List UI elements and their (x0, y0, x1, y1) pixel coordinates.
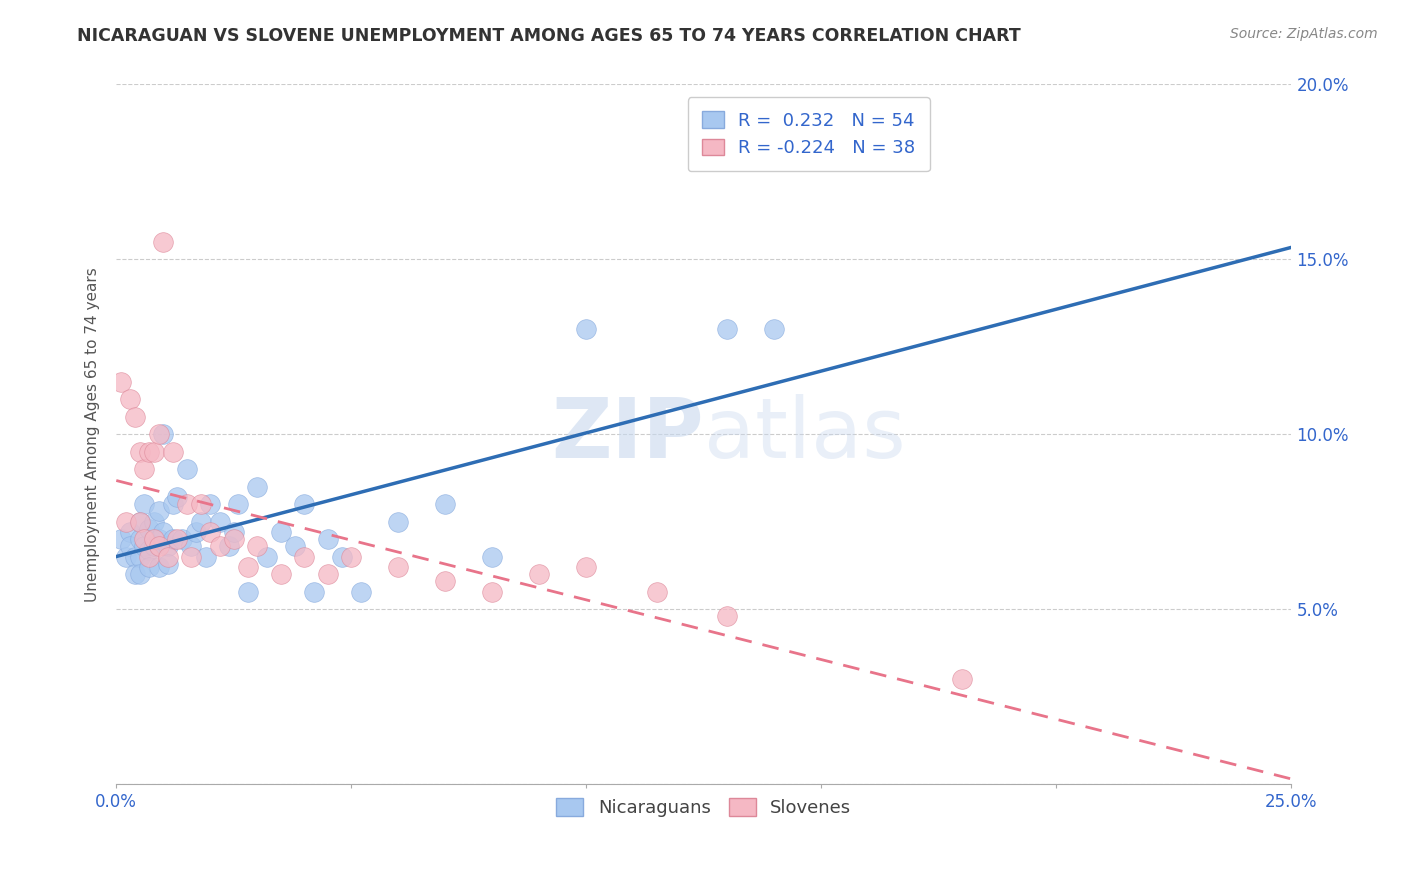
Y-axis label: Unemployment Among Ages 65 to 74 years: Unemployment Among Ages 65 to 74 years (86, 267, 100, 602)
Point (270, 567, 292, 582)
Text: Source: ZipAtlas.com: Source: ZipAtlas.com (1230, 27, 1378, 41)
Point (134, 533, 156, 547)
Point (270, 525, 292, 540)
Point (162, 533, 184, 547)
Point (148, 560, 170, 574)
Point (481, 549, 503, 564)
Point (152, 235, 174, 249)
Text: ZIP: ZIP (551, 394, 704, 475)
Point (387, 560, 409, 574)
Point (162, 498, 184, 512)
Text: atlas: atlas (704, 394, 905, 475)
Point (950, 673, 973, 687)
Point (166, 533, 188, 547)
Point (645, 585, 668, 599)
Point (176, 498, 198, 512)
Point (142, 445, 165, 459)
Point (148, 427, 170, 442)
Point (529, 567, 551, 582)
Point (180, 549, 202, 564)
Point (152, 525, 174, 540)
Point (200, 498, 222, 512)
Point (138, 445, 160, 459)
Point (434, 498, 457, 512)
Point (292, 498, 315, 512)
Point (763, 322, 786, 336)
Point (200, 525, 222, 540)
Point (124, 409, 146, 424)
Point (110, 533, 132, 547)
Point (256, 549, 278, 564)
Point (208, 540, 231, 554)
Point (387, 515, 409, 529)
Point (142, 533, 165, 547)
Point (180, 540, 202, 554)
Point (316, 533, 339, 547)
Point (110, 375, 132, 389)
Point (575, 560, 598, 574)
Point (148, 504, 170, 518)
Point (128, 515, 150, 529)
Point (134, 462, 156, 476)
Point (142, 540, 165, 554)
Point (246, 480, 269, 494)
Point (152, 427, 174, 442)
Point (218, 540, 240, 554)
Point (128, 533, 150, 547)
Point (156, 540, 179, 554)
Point (142, 515, 165, 529)
Point (434, 574, 457, 589)
Point (236, 585, 259, 599)
Point (120, 392, 142, 407)
Point (302, 585, 325, 599)
Point (114, 549, 136, 564)
Point (128, 445, 150, 459)
Point (134, 498, 156, 512)
Point (166, 491, 188, 505)
Point (128, 567, 150, 582)
Point (124, 549, 146, 564)
Point (138, 560, 160, 574)
Point (120, 540, 142, 554)
Point (575, 322, 598, 336)
Point (350, 585, 373, 599)
Point (176, 462, 198, 476)
Point (236, 560, 259, 574)
Point (156, 557, 179, 571)
Point (222, 525, 245, 540)
Point (148, 533, 170, 547)
Point (340, 549, 363, 564)
Point (222, 533, 245, 547)
Legend: Nicaraguans, Slovenes: Nicaraguans, Slovenes (550, 790, 859, 824)
Point (228, 498, 250, 512)
Point (128, 549, 150, 564)
Point (716, 322, 738, 336)
Point (292, 549, 315, 564)
Point (172, 533, 194, 547)
Point (481, 585, 503, 599)
Point (138, 543, 160, 558)
Point (138, 522, 160, 536)
Point (246, 540, 269, 554)
Point (120, 525, 142, 540)
Point (194, 549, 217, 564)
Point (186, 525, 208, 540)
Point (190, 515, 212, 529)
Point (148, 540, 170, 554)
Point (190, 498, 212, 512)
Point (330, 549, 353, 564)
Point (156, 549, 179, 564)
Point (128, 515, 150, 529)
Point (316, 567, 339, 582)
Point (284, 540, 307, 554)
Text: NICARAGUAN VS SLOVENE UNEMPLOYMENT AMONG AGES 65 TO 74 YEARS CORRELATION CHART: NICARAGUAN VS SLOVENE UNEMPLOYMENT AMONG… (77, 27, 1021, 45)
Point (716, 609, 738, 624)
Point (134, 540, 156, 554)
Point (114, 515, 136, 529)
Point (124, 567, 146, 582)
Point (162, 445, 184, 459)
Point (138, 549, 160, 564)
Point (208, 515, 231, 529)
